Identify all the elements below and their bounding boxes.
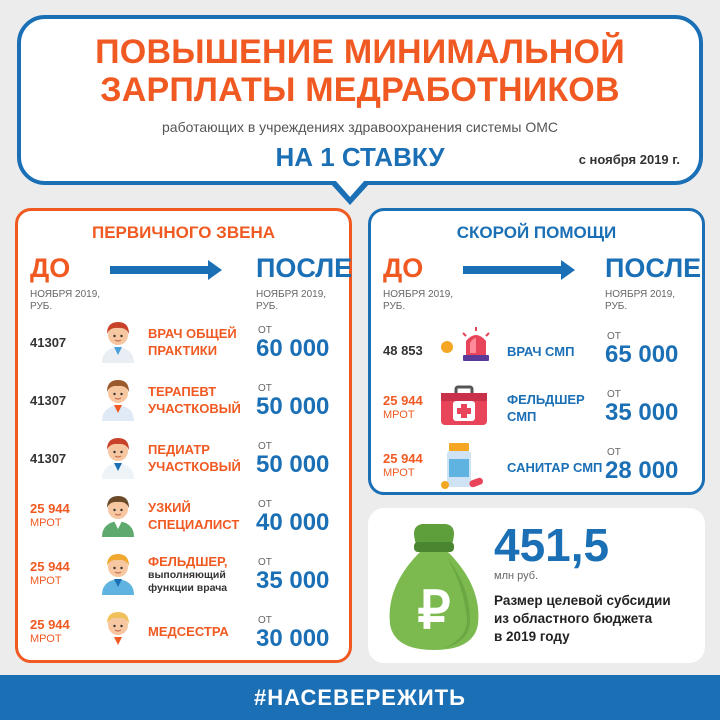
from-label: ОТ <box>607 331 621 342</box>
profession-title: ВРАЧ ОБЩЕЙ <box>148 326 237 341</box>
specialist-icon <box>98 491 138 537</box>
mrot-label: МРОТ <box>30 575 62 587</box>
mrot-label: МРОТ <box>30 633 62 645</box>
subsidy-panel: ₽ 451,5 млн руб. Размер целевой субсидии… <box>368 508 705 663</box>
profession-sub: выполняющий <box>148 569 226 581</box>
profession-title: ПРАКТИКИ <box>148 343 218 358</box>
after-unit: РУБ. <box>256 301 279 312</box>
old-salary: 25 944 <box>383 451 423 466</box>
new-salary: 35 000 <box>605 399 679 426</box>
money-bag-icon: ₽ <box>389 524 479 650</box>
stavka-label: НА 1 СТАВКУ <box>275 142 445 172</box>
after-label: ПОСЛЕ <box>256 253 353 283</box>
new-salary: 28 000 <box>605 457 679 484</box>
new-salary: 50 000 <box>256 451 330 478</box>
subsidy-amount: 451,5 <box>494 519 610 571</box>
profession-title: САНИТАР СМП <box>507 460 603 475</box>
new-salary: 60 000 <box>256 335 330 362</box>
old-salary: 25 944 <box>30 617 70 632</box>
table-row: 41307 ПЕДИАТР УЧАСТКОВЫЙ ОТ 50 000 <box>18 429 349 485</box>
siren-icon <box>439 327 497 375</box>
before-label: ДО <box>30 253 71 283</box>
mrot-label: МРОТ <box>383 467 415 479</box>
new-salary: 40 000 <box>256 509 330 536</box>
from-label: ОТ <box>258 441 272 452</box>
old-salary: 41307 <box>30 451 67 466</box>
old-salary: 41307 <box>30 335 67 350</box>
arrow-right-icon <box>463 260 575 280</box>
profession-title: УЗКИЙ <box>148 500 191 515</box>
profession-title: УЧАСТКОВЫЙ <box>148 459 241 474</box>
profession-sub: функции врача <box>148 582 228 594</box>
new-salary: 65 000 <box>605 341 679 368</box>
subsidy-description: Размер целевой субсидии из областного бю… <box>494 593 671 644</box>
before-sub: НОЯБРЯ 2019, <box>30 289 101 300</box>
old-salary: 25 944 <box>383 393 423 408</box>
profession-title: УЧАСТКОВЫЙ <box>148 401 241 416</box>
medicine-bottle-icon <box>439 443 497 491</box>
after-unit: РУБ. <box>605 301 628 312</box>
subsidy-unit: млн руб. <box>494 570 539 582</box>
emergency-panel: СКОРОЙ ПОМОЩИ ДО НОЯБРЯ 2019, РУБ. ПОСЛЕ… <box>368 208 705 495</box>
before-unit: РУБ. <box>30 301 53 312</box>
old-salary: 25 944 <box>30 559 70 574</box>
profession-title: ФЕЛЬДШЕР, <box>148 554 228 569</box>
old-salary: 48 853 <box>383 343 423 358</box>
profession-title: ПЕДИАТР <box>148 442 210 457</box>
from-label: ОТ <box>607 447 621 458</box>
from-label: ОТ <box>258 499 272 510</box>
table-row: 25 944 МРОТ МЕДСЕСТРА ОТ 30 000 <box>18 603 349 659</box>
table-row: 41307 ТЕРАПЕВТ УЧАСТКОВЫЙ ОТ 50 000 <box>18 371 349 427</box>
pediatrician-icon <box>98 433 138 479</box>
table-row: 25 944 МРОТ ФЕЛЬДШЕР, выполняющий функции вр… <box>18 545 349 601</box>
table-row: 48 853 ВРАЧ СМП ОТ 65 000 <box>371 323 702 379</box>
arrow-right-icon <box>110 260 222 280</box>
therapist-icon <box>98 375 138 421</box>
table-row: 41307 ВРАЧ ОБЩЕЙ ПРАКТИКИ ОТ 60 000 <box>18 313 349 369</box>
first-aid-kit-icon <box>439 385 497 433</box>
new-salary: 30 000 <box>256 625 330 652</box>
before-sub: НОЯБРЯ 2019, <box>383 289 454 300</box>
profession-title: СМП <box>507 409 537 424</box>
profession-title: ВРАЧ СМП <box>507 344 575 359</box>
after-sub: НОЯБРЯ 2019, <box>256 289 327 300</box>
profession-title: ФЕЛЬДШЕР <box>507 392 585 407</box>
doctor-icon <box>98 317 138 363</box>
title-line-2: ЗАРПЛАТЫ МЕДРАБОТНИКОВ <box>100 71 620 109</box>
mrot-label: МРОТ <box>30 517 62 529</box>
header-card <box>17 15 703 185</box>
primary-panel-title: ПЕРВИЧНОГО ЗВЕНА <box>91 223 275 242</box>
profession-title: СПЕЦИАЛИСТ <box>148 517 240 532</box>
from-label: ОТ <box>258 325 272 336</box>
subtitle: работающих в учреждениях здравоохранения… <box>162 119 558 135</box>
from-label: ОТ <box>258 615 272 626</box>
date-label: с ноября 2019 г. <box>578 152 680 167</box>
old-salary: 41307 <box>30 393 67 408</box>
mrot-label: МРОТ <box>383 409 415 421</box>
svg-text:₽: ₽ <box>417 582 450 640</box>
footer-hashtag: #НАСЕВЕРЕЖИТЬ <box>0 675 720 720</box>
new-salary: 35 000 <box>256 567 330 594</box>
from-label: ОТ <box>258 557 272 568</box>
after-sub: НОЯБРЯ 2019, <box>605 289 676 300</box>
profession-title: МЕДСЕСТРА <box>148 624 229 639</box>
paramedic-icon <box>98 549 138 595</box>
from-label: ОТ <box>258 383 272 394</box>
title-line-1: ПОВЫШЕНИЕ МИНИМАЛЬНОЙ <box>95 33 625 71</box>
old-salary: 25 944 <box>30 501 70 516</box>
nurse-icon <box>98 607 138 653</box>
table-row: 25 944 МРОТ УЗКИЙ СПЕЦИАЛИСТ ОТ 40 000 <box>18 487 349 543</box>
table-row: 25 944 МРОТ САНИТАР СМП ОТ 28 000 <box>371 439 702 495</box>
emergency-panel-title: СКОРОЙ ПОМОЩИ <box>456 223 617 242</box>
profession-title: ТЕРАПЕВТ <box>148 384 217 399</box>
new-salary: 50 000 <box>256 393 330 420</box>
from-label: ОТ <box>607 389 621 400</box>
table-row: 25 944 МРОТ ФЕЛЬДШЕР СМП ОТ 35 000 <box>371 381 702 437</box>
before-unit: РУБ. <box>383 301 406 312</box>
after-label: ПОСЛЕ <box>605 253 702 283</box>
primary-care-panel: ПЕРВИЧНОГО ЗВЕНА ДО НОЯБРЯ 2019, РУБ. ПО… <box>15 208 352 663</box>
before-label: ДО <box>383 253 424 283</box>
